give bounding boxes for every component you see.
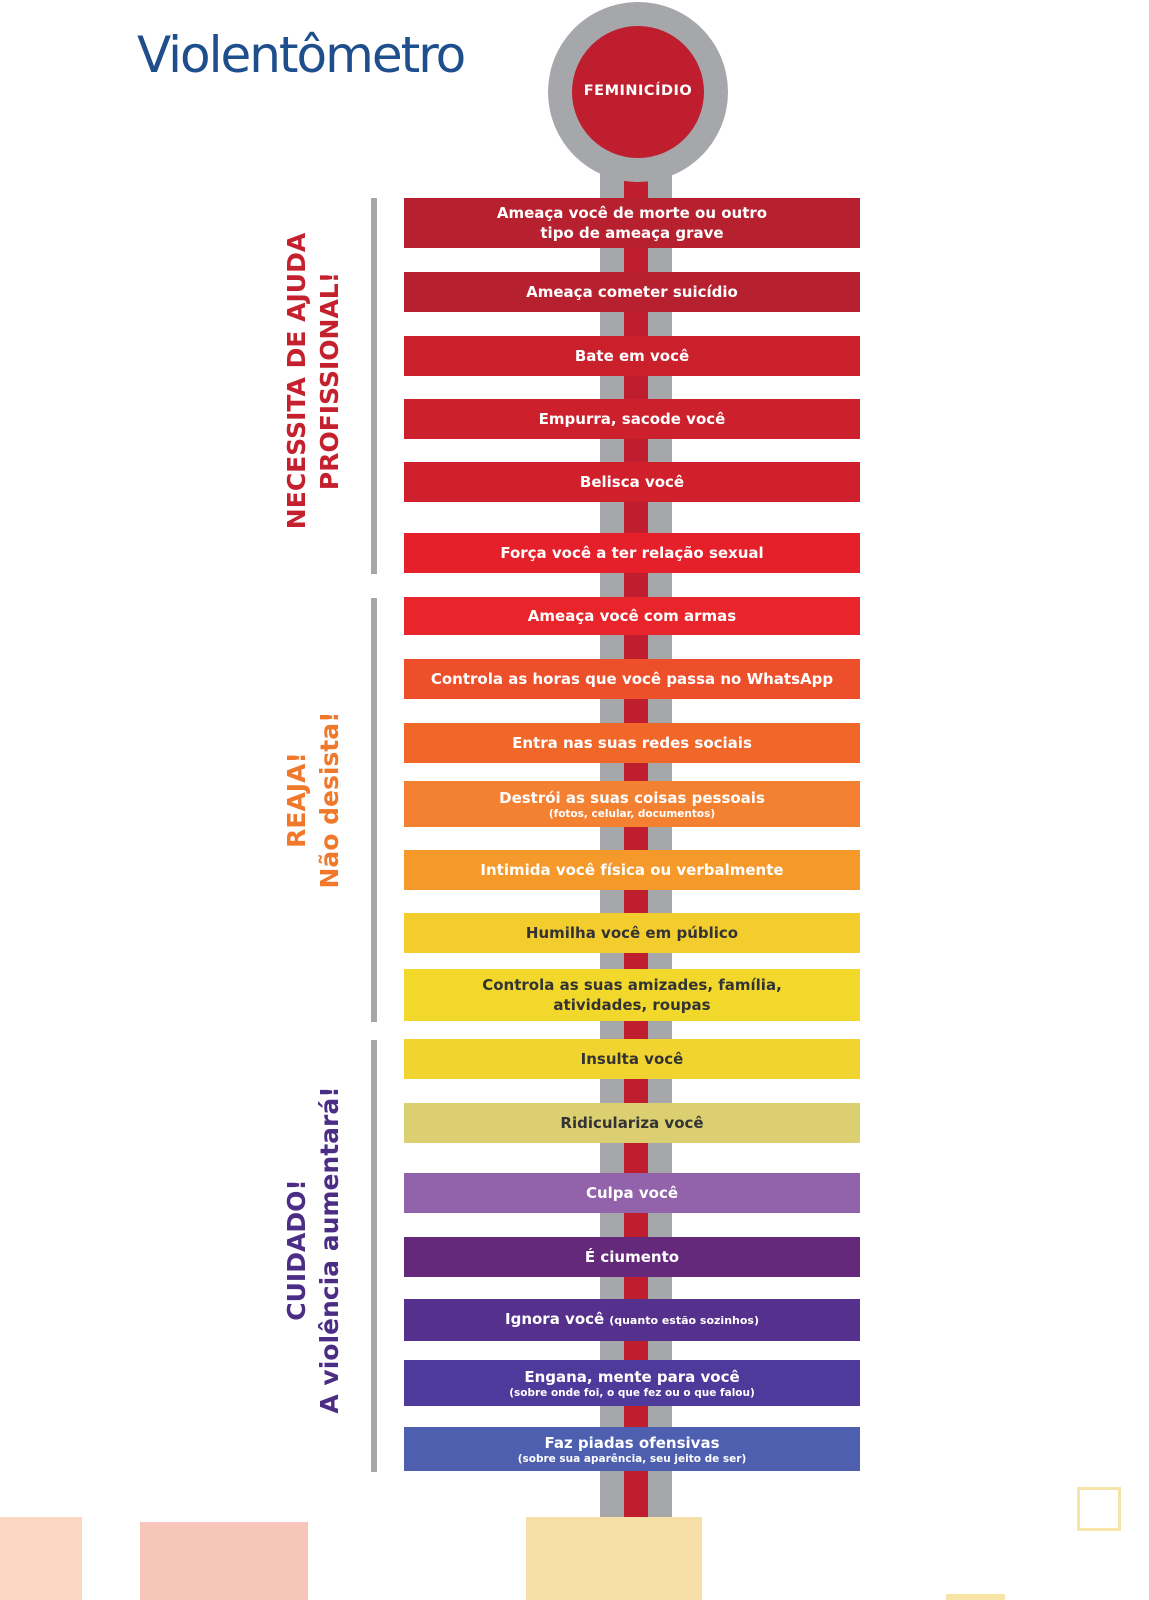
violence-level-text: Insulta você <box>580 1050 684 1068</box>
violence-level-bar: Ignora você (quanto estão sozinhos) <box>404 1299 860 1341</box>
decorative-block <box>0 1517 82 1600</box>
violence-level-bar: Bate em você <box>404 336 860 376</box>
violence-level-subtext: (fotos, celular, documentos) <box>548 808 716 820</box>
violence-level-bar: Engana, mente para você (sobre onde foi, … <box>404 1360 860 1406</box>
section-label-react: REAJA! Não desista! <box>280 705 346 895</box>
violence-level-text: É ciumento <box>584 1248 680 1266</box>
violence-level-subtext: (sobre sua aparência, seu jeito de ser) <box>517 1453 747 1465</box>
violence-level-bar: Humilha você em público <box>404 913 860 953</box>
violence-level-bar: Insulta você <box>404 1039 860 1079</box>
violence-level-text: Engana, mente para você <box>524 1368 740 1386</box>
violence-level-bar: Controla as suas amizades, família, ativi… <box>404 969 860 1021</box>
violence-level-bar: Culpa você <box>404 1173 860 1213</box>
violence-level-text: Ameaça cometer suicídio <box>526 283 738 301</box>
violence-level-text: Ignora você <box>505 1310 605 1328</box>
violence-level-bar: Controla as horas que você passa no What… <box>404 659 860 699</box>
violence-level-bar: Empurra, sacode você <box>404 399 860 439</box>
violence-level-bar: Ameaça você com armas <box>404 597 860 635</box>
violence-level-text: Empurra, sacode você <box>538 410 726 428</box>
section-label-line2: PROFISSIONAL! <box>315 271 344 491</box>
section-label-line1: CUIDADO! <box>282 1179 311 1321</box>
violence-level-bar: Força você a ter relação sexual <box>404 533 860 573</box>
decorative-block <box>946 1594 1005 1600</box>
violence-level-bar: Belisca você <box>404 462 860 502</box>
decorative-block <box>140 1522 308 1600</box>
page-title: Violentômetro <box>137 26 466 84</box>
section-label-professional: NECESSITA DE AJUDA PROFISSIONAL! <box>280 211 346 551</box>
violence-level-subtext: (quanto estão sozinhos) <box>609 1314 759 1327</box>
violence-level-text: Belisca você <box>579 473 685 491</box>
feminicide-label: FEMINICÍDIO <box>583 83 693 99</box>
violence-level-text: Controla as suas amizades, família, <box>482 976 782 994</box>
violence-level-text: Força você a ter relação sexual <box>500 544 764 562</box>
section-label-caution: CUIDADO! A violência aumentará! <box>280 1080 346 1420</box>
violence-level-text: Ridiculariza você <box>560 1114 704 1132</box>
section-bracket-react <box>371 598 377 1022</box>
violence-level-bar: Entra nas suas redes sociais <box>404 723 860 763</box>
violence-level-text: Faz piadas ofensivas <box>544 1434 720 1452</box>
thermometer-bulb: FEMINICÍDIO <box>572 26 704 158</box>
violence-level-bar: Faz piadas ofensivas (sobre sua aparência… <box>404 1427 860 1471</box>
violence-level-bar: É ciumento <box>404 1237 860 1277</box>
violence-level-text: Ameaça você de morte ou outro <box>496 204 768 222</box>
violence-level-text: tipo de ameaça grave <box>540 224 724 242</box>
decorative-outline-square <box>1077 1487 1121 1531</box>
violence-level-bar: Intimida você física ou verbalmente <box>404 850 860 890</box>
violence-level-text: Bate em você <box>574 347 690 365</box>
violence-level-text: Culpa você <box>585 1184 679 1202</box>
violence-level-text: Ignora você (quanto estão sozinhos) <box>505 1309 759 1331</box>
violence-level-bar: Destrói as suas coisas pessoais (fotos, c… <box>404 781 860 827</box>
violence-level-bar: Ameaça cometer suicídio <box>404 272 860 312</box>
violence-level-subtext: (sobre onde foi, o que fez ou o que falo… <box>509 1387 755 1399</box>
section-label-line2: Não desista! <box>315 711 344 889</box>
violence-level-text: Intimida você física ou verbalmente <box>480 861 784 879</box>
decorative-block <box>526 1517 702 1600</box>
section-bracket-professional <box>371 198 377 574</box>
section-label-line1: NECESSITA DE AJUDA <box>282 232 311 530</box>
violence-level-text: Entra nas suas redes sociais <box>512 734 752 752</box>
violence-level-bar: Ameaça você de morte ou outro tipo de ame… <box>404 198 860 248</box>
section-label-line1: REAJA! <box>282 752 311 848</box>
violence-level-text: Ameaça você com armas <box>527 607 737 625</box>
violence-level-text: Controla as horas que você passa no What… <box>430 670 834 688</box>
violence-level-text: atividades, roupas <box>553 996 711 1014</box>
violence-level-bar: Ridiculariza você <box>404 1103 860 1143</box>
section-bracket-caution <box>371 1040 377 1472</box>
violence-level-text: Humilha você em público <box>525 924 739 942</box>
violence-level-text: Destrói as suas coisas pessoais <box>499 789 765 807</box>
section-label-line2: A violência aumentará! <box>315 1086 344 1414</box>
